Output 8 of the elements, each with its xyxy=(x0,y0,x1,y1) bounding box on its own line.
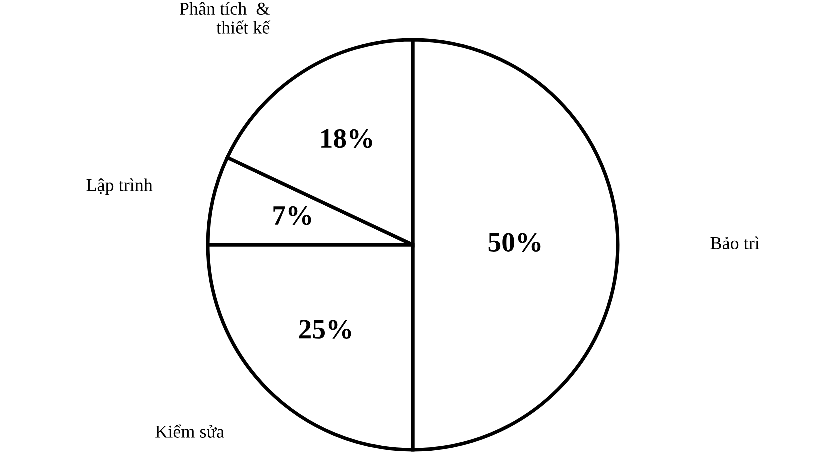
data-label: 50% xyxy=(488,233,541,252)
slice-label: Lập trình xyxy=(86,178,153,196)
data-label: 25% xyxy=(299,320,352,340)
data-label: 18% xyxy=(322,129,372,148)
slice-label: Phân tích & thiết kế xyxy=(180,2,271,34)
slice-label: Bảo trì xyxy=(710,236,760,250)
data-label: 7% xyxy=(274,206,312,226)
slice-label: Kiểm sửa xyxy=(156,424,224,438)
